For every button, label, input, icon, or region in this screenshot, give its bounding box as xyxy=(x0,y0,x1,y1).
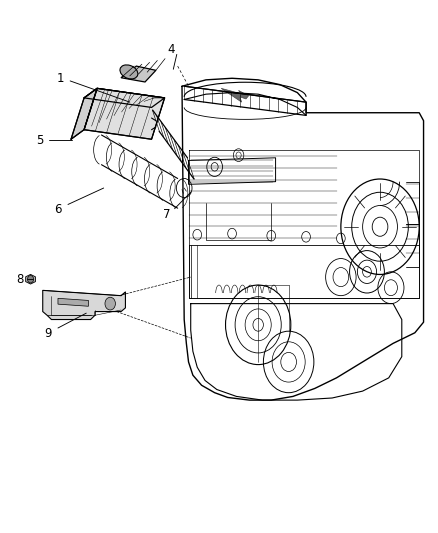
Text: 8: 8 xyxy=(16,273,23,286)
Polygon shape xyxy=(221,88,249,102)
Circle shape xyxy=(28,276,34,283)
Text: 5: 5 xyxy=(36,134,43,147)
Text: 6: 6 xyxy=(54,203,62,216)
Text: 9: 9 xyxy=(44,327,52,341)
Polygon shape xyxy=(84,88,165,108)
Polygon shape xyxy=(121,66,156,82)
Polygon shape xyxy=(84,88,165,139)
Text: 4: 4 xyxy=(167,43,175,55)
Text: 7: 7 xyxy=(163,208,170,221)
Polygon shape xyxy=(43,290,125,319)
Ellipse shape xyxy=(120,65,138,79)
Polygon shape xyxy=(26,274,35,284)
Circle shape xyxy=(105,297,116,310)
Polygon shape xyxy=(58,298,88,306)
Text: 1: 1 xyxy=(57,72,64,85)
Polygon shape xyxy=(71,88,97,139)
